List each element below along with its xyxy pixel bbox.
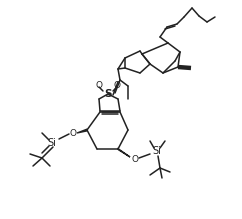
Text: O: O: [96, 81, 103, 90]
Text: O: O: [69, 129, 76, 138]
Text: S: S: [104, 89, 112, 99]
Text: O: O: [113, 81, 121, 90]
Text: O: O: [131, 154, 138, 164]
Text: Si: Si: [48, 138, 56, 148]
Text: Si: Si: [152, 146, 161, 156]
Polygon shape: [117, 148, 130, 157]
Polygon shape: [77, 129, 87, 133]
